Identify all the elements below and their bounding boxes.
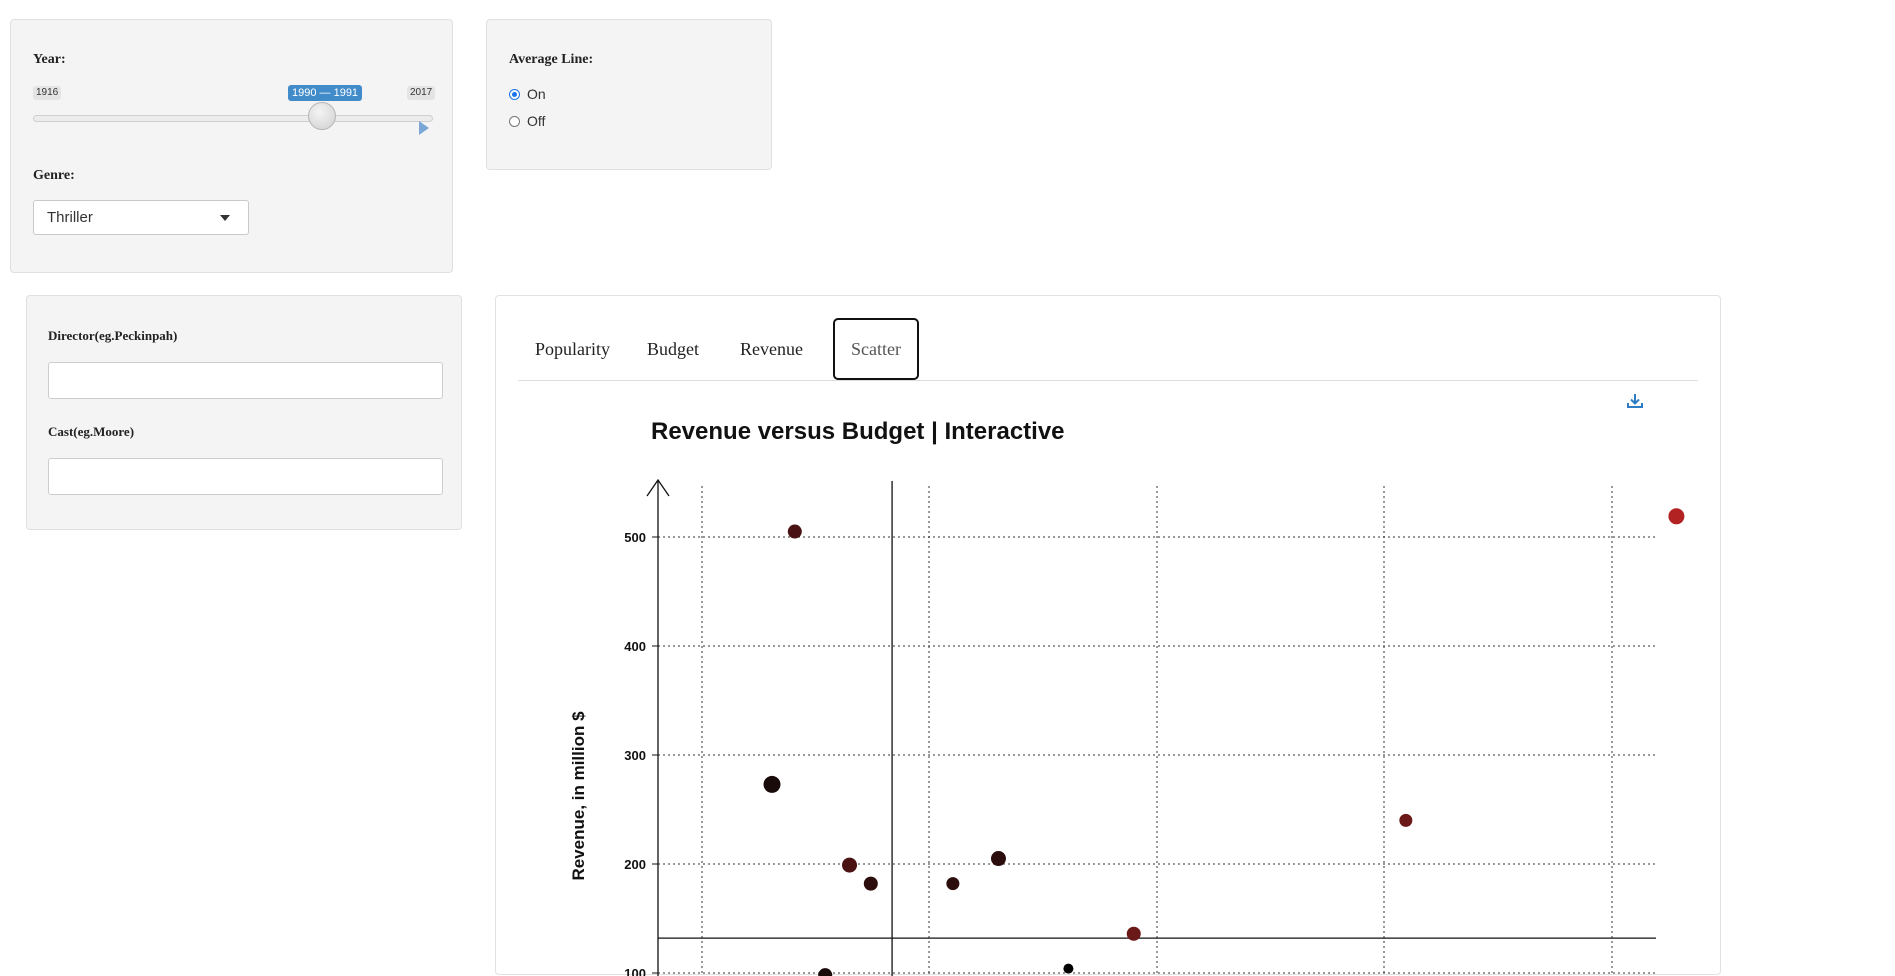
scatter-point [787,524,802,539]
director-input[interactable] [48,362,443,399]
slider-max-label: 2017 [407,86,436,100]
radio-off-label: Off [527,113,546,129]
scatter-point [946,877,960,891]
y-tick-label: 100 [624,966,646,976]
y-tick-label: 300 [624,748,646,763]
y-tick-label: 500 [624,530,646,545]
y-axis-label: Revenue, in million $ [569,711,588,881]
scatter-point [990,851,1006,867]
y-tick-label: 200 [624,857,646,872]
director-cast-panel: Director(eg.Peckinpah) Cast(eg.Moore) [26,295,462,530]
year-slider-handle[interactable] [308,102,336,130]
average-line-label: Average Line: [509,52,594,67]
y-tick-label: 400 [624,639,646,654]
slider-min-label: 1916 [33,86,62,100]
genre-selected-value: Thriller [47,209,93,226]
average-line-panel: Average Line: On Off [486,19,772,170]
tab-revenue[interactable]: Revenue [740,339,803,359]
chart-title: Revenue versus Budget | Interactive [651,418,1065,445]
scatter-chart: Revenue versus Budget | Interactive Reve… [569,418,1685,976]
genre-select[interactable]: Thriller [33,200,249,235]
scatter-point [818,968,833,976]
scatter-point [763,775,781,793]
radio-on-button[interactable] [509,89,520,100]
tab-popularity[interactable]: Popularity [535,339,610,359]
y-axis-arrow [646,478,670,497]
chart-points [763,508,1685,976]
radio-option-on[interactable]: On [509,86,546,102]
scatter-point [863,876,878,891]
scatter-point [1063,963,1074,974]
average-lines [658,481,1656,976]
year-label: Year: [33,52,66,67]
scatter-point [1668,508,1685,525]
radio-off-button[interactable] [509,116,520,127]
download-icon[interactable] [1626,392,1644,415]
chevron-down-icon [220,215,230,221]
scatter-point [1399,813,1413,827]
scatter-point [842,857,858,873]
scatter-point [1126,926,1141,941]
chart-axes: 100 200 300 400 500 [624,478,670,976]
play-animation-icon[interactable] [419,121,429,135]
director-label: Director(eg.Peckinpah) [48,328,178,343]
year-genre-panel: Year: 1916 1990 — 1991 2017 Genre: Thril… [10,19,453,273]
tab-bar: Popularity Budget Revenue Scatter [518,318,1698,381]
radio-option-off[interactable]: Off [509,113,545,129]
slider-range-label: 1990 — 1991 [288,85,363,101]
radio-on-label: On [527,86,546,102]
cast-input[interactable] [48,458,443,495]
chart-grid [658,486,1656,976]
year-slider-track[interactable] [33,115,433,122]
tab-budget[interactable]: Budget [647,339,699,359]
genre-label: Genre: [33,168,75,183]
main-tab-panel: Popularity Budget Revenue Scatter Revenu… [495,295,1721,976]
tab-scatter[interactable]: Scatter [833,318,919,380]
cast-label: Cast(eg.Moore) [48,424,135,439]
